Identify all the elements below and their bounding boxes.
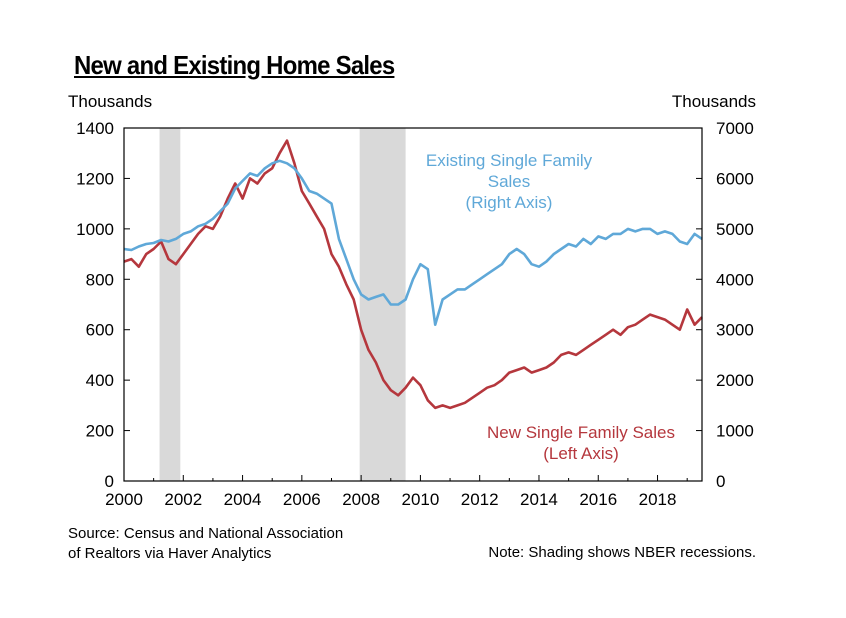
x-tick-label: 2014 [520,490,558,509]
recession-shading [159,128,406,481]
x-tick-label: 2006 [283,490,321,509]
x-tick-label: 2012 [461,490,499,509]
left-tick-label: 800 [86,270,114,289]
right-tick-label: 4000 [716,270,754,289]
plot-frame [123,127,703,482]
source-line: of Realtors via Haver Analytics [68,545,272,562]
x-tick-label: 2018 [639,490,677,509]
new-sales-annotation: New Single Family Sales (Left Axis) [487,423,675,463]
x-tick-label: 2002 [164,490,202,509]
right-tick-label: 2000 [716,371,754,390]
x-tick-label: 2016 [579,490,617,509]
x-tick-label: 2000 [105,490,143,509]
right-axis-unit: Thousands [671,92,756,111]
chart-axes: 2000 2002 2004 2006 2008 2010 2012 2014 2016 2018… [76,119,754,509]
existing-sales-annotation: Existing Single Family Sales (Right Axis) [426,151,593,212]
series-annotations: Existing Single Family Sales (Right Axis) N… [426,151,675,463]
right-tick-label: 7000 [716,119,754,138]
left-tick-label: 1200 [76,169,114,188]
annotation-line: Existing Single Family [426,151,593,170]
annotation-line: (Right Axis) [466,193,553,212]
left-tick-label: 200 [86,422,114,441]
right-tick-label: 0 [716,472,725,491]
new-sales-line [123,139,703,410]
source-line: Source: Census and National Association [68,525,344,542]
annotation-line: Sales [488,172,531,191]
series-lines [123,139,703,410]
right-tick-label: 3000 [716,321,754,340]
x-tick-label: 2010 [401,490,439,509]
left-tick-label: 0 [105,472,114,491]
right-tick-label: 5000 [716,220,754,239]
annotation-line: New Single Family Sales [487,423,675,442]
left-tick-label: 1400 [76,119,114,138]
right-tick-label: 6000 [716,169,754,188]
right-tick-label: 1000 [716,422,754,441]
left-axis-unit: Thousands [68,92,153,111]
recession-note: Note: Shading shows NBER recessions. [488,544,756,561]
left-tick-label: 600 [86,321,114,340]
x-tick-label: 2008 [342,490,380,509]
existing-sales-line [123,159,703,326]
left-tick-label: 1000 [76,220,114,239]
x-tick-label: 2004 [224,490,262,509]
chart-title: New and Existing Home Sales [74,50,395,80]
left-tick-label: 400 [86,371,114,390]
source-note: Source: Census and National Association … [68,524,343,564]
annotation-line: (Left Axis) [543,444,619,463]
recession-band [159,128,181,481]
